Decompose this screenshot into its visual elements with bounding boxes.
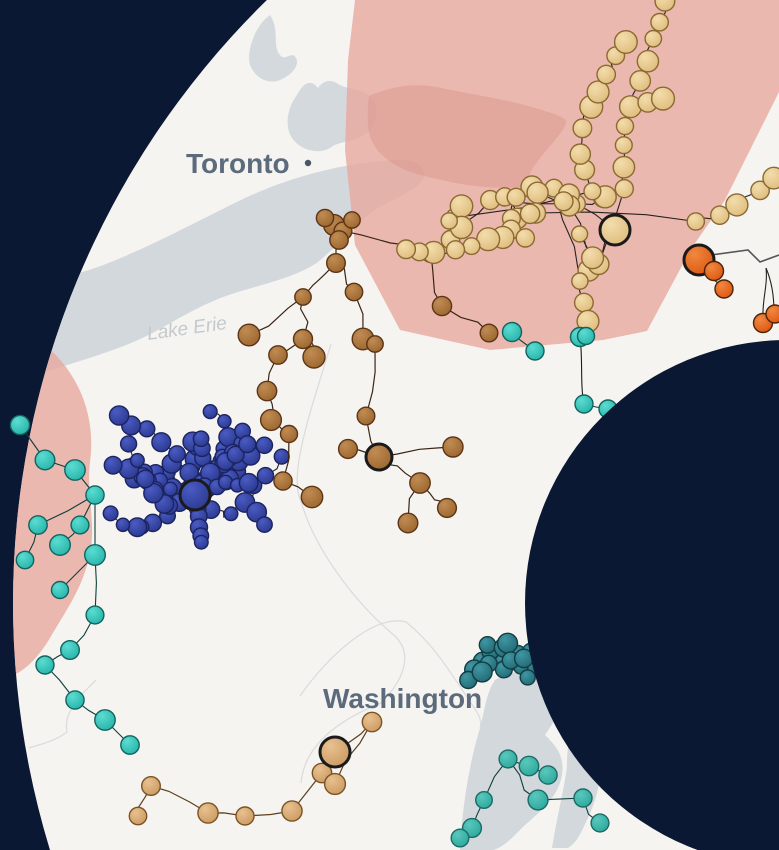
svg-text:Toronto: Toronto [186,148,290,179]
svg-text:Washington: Washington [323,683,482,714]
